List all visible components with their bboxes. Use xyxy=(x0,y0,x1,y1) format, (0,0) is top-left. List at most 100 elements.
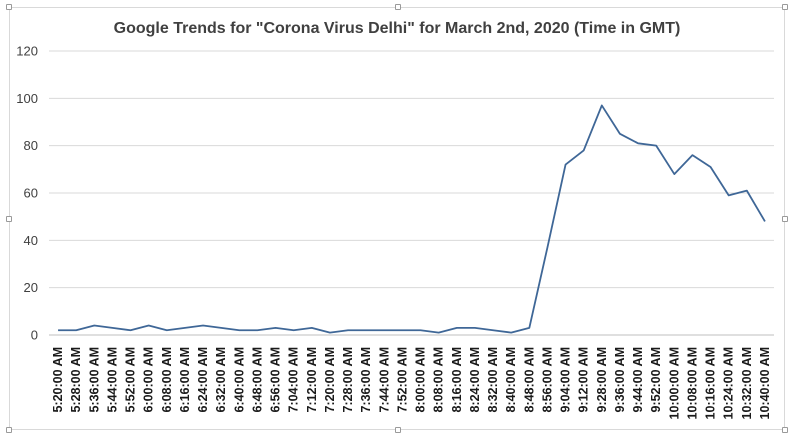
data-point xyxy=(365,329,367,331)
resize-handle-top-middle[interactable] xyxy=(395,4,401,10)
resize-handle-top-right[interactable] xyxy=(782,4,788,10)
data-point xyxy=(111,327,113,329)
data-point xyxy=(329,332,331,334)
x-tick-label: 6:08:00 AM xyxy=(160,347,174,413)
y-tick-label: 100 xyxy=(16,91,38,106)
x-tick-label: 8:56:00 AM xyxy=(540,347,554,413)
y-tick-label: 80 xyxy=(24,138,38,153)
x-tick-label: 9:52:00 AM xyxy=(649,347,663,413)
resize-handle-bottom-left[interactable] xyxy=(6,427,12,433)
data-point xyxy=(691,154,693,156)
x-tick-label: 7:04:00 AM xyxy=(287,347,301,413)
data-point xyxy=(57,329,59,331)
data-point xyxy=(420,329,422,331)
resize-handle-middle-right[interactable] xyxy=(782,216,788,222)
x-tick-label: 5:36:00 AM xyxy=(87,347,101,413)
x-tick-label: 6:48:00 AM xyxy=(250,347,264,413)
data-point xyxy=(130,329,132,331)
data-point xyxy=(456,327,458,329)
y-tick-label: 0 xyxy=(31,328,38,343)
x-tick-label: 8:24:00 AM xyxy=(468,347,482,413)
x-tick-label: 6:56:00 AM xyxy=(269,347,283,413)
data-point xyxy=(202,325,204,327)
data-point xyxy=(220,327,222,329)
data-point xyxy=(347,329,349,331)
x-tick-label: 8:48:00 AM xyxy=(522,347,536,413)
x-tick-label: 7:44:00 AM xyxy=(377,347,391,413)
x-tick-label: 8:40:00 AM xyxy=(504,347,518,413)
x-tick-label: 5:28:00 AM xyxy=(69,347,83,413)
resize-handle-bottom-right[interactable] xyxy=(782,427,788,433)
data-point xyxy=(565,164,567,166)
x-tick-label: 6:40:00 AM xyxy=(232,347,246,413)
x-tick-label: 8:32:00 AM xyxy=(486,347,500,413)
x-tick-label: 8:08:00 AM xyxy=(432,347,446,413)
data-point xyxy=(293,329,295,331)
series xyxy=(57,104,766,334)
data-point xyxy=(601,104,603,106)
gridlines xyxy=(49,50,774,336)
data-point xyxy=(655,145,657,147)
data-point xyxy=(673,173,675,175)
x-tick-label: 10:40:00 AM xyxy=(758,347,772,420)
x-tick-label: 6:16:00 AM xyxy=(178,347,192,413)
series-line xyxy=(58,104,766,334)
x-tick-label: 7:52:00 AM xyxy=(395,347,409,413)
x-tick-label: 5:52:00 AM xyxy=(124,347,138,413)
data-point xyxy=(93,325,95,327)
y-tick-label: 40 xyxy=(24,233,38,248)
x-tick-label: 10:08:00 AM xyxy=(685,347,699,420)
data-point xyxy=(256,329,258,331)
data-point xyxy=(583,149,585,151)
x-tick-label: 6:00:00 AM xyxy=(142,347,156,413)
y-tick-label: 60 xyxy=(24,186,38,201)
data-point xyxy=(710,166,712,168)
x-tick-label: 9:12:00 AM xyxy=(577,347,591,413)
chart-area[interactable] xyxy=(6,4,788,433)
x-tick-label: 10:00:00 AM xyxy=(667,347,681,420)
y-axis: 0 20 40 60 80 100 120 xyxy=(16,44,38,343)
x-tick-label: 7:20:00 AM xyxy=(323,347,337,413)
x-tick-label: 10:24:00 AM xyxy=(722,347,736,420)
x-tick-label: 9:44:00 AM xyxy=(631,347,645,413)
resize-handle-top-left[interactable] xyxy=(6,4,12,10)
x-tick-label: 7:36:00 AM xyxy=(359,347,373,413)
data-point xyxy=(383,329,385,331)
chart-title: Google Trends for "Corona Virus Delhi" f… xyxy=(114,20,681,37)
y-tick-label: 20 xyxy=(24,280,38,295)
x-tick-label: 9:36:00 AM xyxy=(613,347,627,413)
x-tick-label: 8:00:00 AM xyxy=(414,347,428,413)
data-point xyxy=(764,220,766,222)
x-tick-label: 5:44:00 AM xyxy=(105,347,119,413)
x-axis: 5:20:00 AM 5:28:00 AM 5:36:00 AM 5:44:00 AM… xyxy=(51,347,772,420)
data-point xyxy=(528,327,530,329)
data-point xyxy=(275,327,277,329)
data-point xyxy=(637,142,639,144)
data-point xyxy=(746,190,748,192)
x-tick-label: 7:28:00 AM xyxy=(341,347,355,413)
data-point xyxy=(546,246,548,248)
x-tick-label: 8:16:00 AM xyxy=(450,347,464,413)
x-tick-label: 10:16:00 AM xyxy=(704,347,718,420)
x-tick-label: 6:24:00 AM xyxy=(196,347,210,413)
data-point xyxy=(619,133,621,135)
data-point xyxy=(166,329,168,331)
data-point xyxy=(184,327,186,329)
data-point xyxy=(474,327,476,329)
data-point xyxy=(311,327,313,329)
resize-handle-middle-left[interactable] xyxy=(6,216,12,222)
x-tick-label: 10:32:00 AM xyxy=(740,347,754,420)
data-point xyxy=(510,332,512,334)
resize-handle-bottom-middle[interactable] xyxy=(395,427,401,433)
x-tick-label: 9:28:00 AM xyxy=(595,347,609,413)
x-tick-label: 5:20:00 AM xyxy=(51,347,65,413)
y-tick-label: 120 xyxy=(16,44,38,59)
x-tick-label: 7:12:00 AM xyxy=(305,347,319,413)
data-point xyxy=(238,329,240,331)
data-point xyxy=(401,329,403,331)
data-point xyxy=(728,194,730,196)
data-point xyxy=(492,329,494,331)
data-point xyxy=(148,325,150,327)
data-point xyxy=(75,329,77,331)
